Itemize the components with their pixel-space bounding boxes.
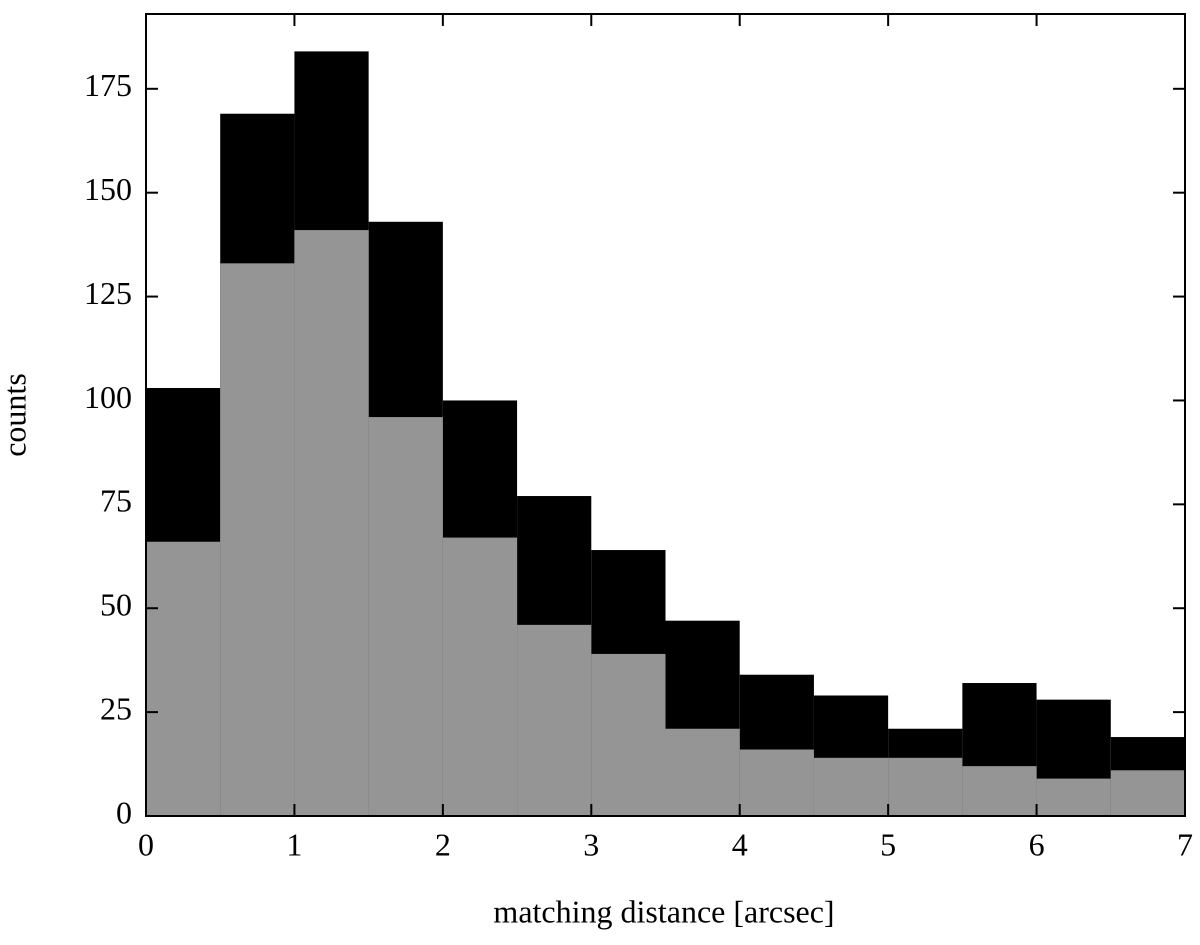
plot-frame [145,13,1186,817]
histogram-bar [220,263,295,816]
histogram-bar [368,417,443,816]
histogram-bar [962,766,1037,816]
histogram-bar [517,624,592,816]
histogram-bar [665,728,740,816]
y-tick-label: 100 [84,379,132,415]
x-tick-label: 1 [286,826,302,862]
y-tick-label: 175 [84,67,132,103]
y-tick-label: 0 [116,794,132,830]
histogram-bar [294,230,369,817]
x-tick-label: 4 [732,826,748,862]
x-tick-label: 5 [880,826,896,862]
x-tick-label: 2 [435,826,451,862]
histogram-bar [888,757,963,816]
x-tick-label: 6 [1029,826,1045,862]
x-tick-label: 3 [583,826,599,862]
histogram-bar [442,537,518,816]
y-tick-label: 75 [100,483,132,519]
histogram-bar [591,653,666,816]
histogram-bar [1110,770,1185,816]
x-axis-label: matching distance [arcsec] [493,893,834,929]
histogram-bar [146,541,221,816]
x-tick-label: 0 [138,826,154,862]
histogram-bar [813,757,889,816]
y-tick-label: 125 [84,275,132,311]
y-tick-label: 150 [84,171,132,207]
histogram-bar [739,749,814,816]
y-axis-label: counts [0,373,32,457]
x-tick-label: 7 [1177,826,1193,862]
y-tick-label: 25 [100,690,132,726]
histogram-bar [1036,778,1111,816]
y-tick-label: 50 [100,587,132,623]
